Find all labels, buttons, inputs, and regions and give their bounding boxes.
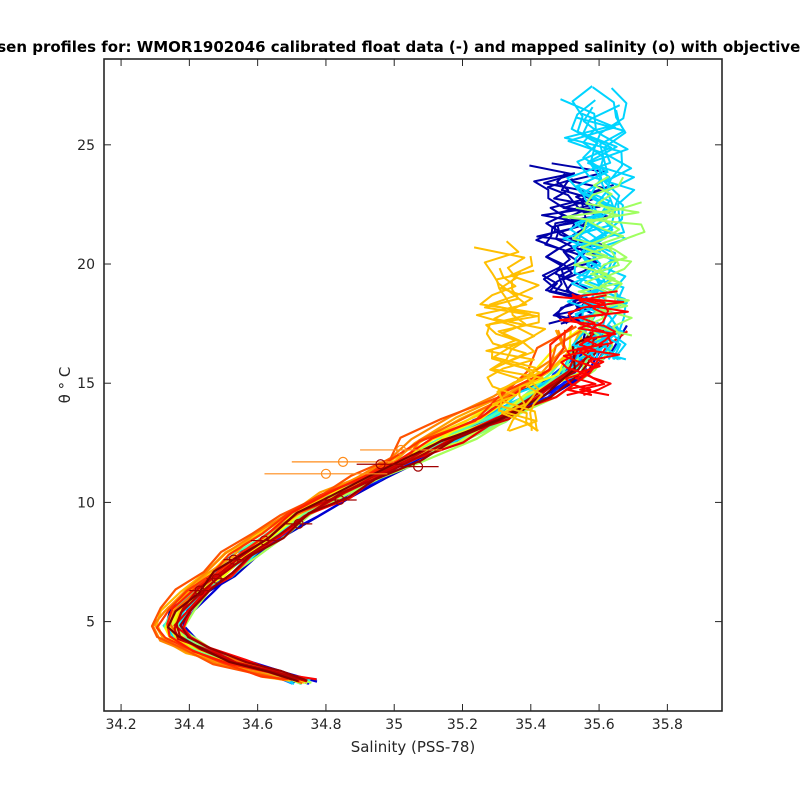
mapped-salinity-marker (293, 518, 304, 529)
y-tick-label: 20 (77, 257, 95, 273)
float-profile (485, 269, 539, 432)
y-axis: 5 10 15 20 25 (77, 138, 722, 631)
mapped-salinity-marker (375, 459, 386, 470)
float-profile (560, 98, 622, 361)
float-profile (572, 176, 640, 337)
x-tick-label: 34.8 (310, 717, 341, 733)
float-profile (179, 330, 618, 682)
mapped-salinity-marker (211, 573, 222, 584)
y-axis-label: θ ° C (56, 367, 74, 404)
mapped-salinity-marker (413, 461, 424, 472)
float-profile (485, 255, 542, 432)
float-profile (559, 290, 621, 397)
mapped-salinity-marker (259, 535, 270, 546)
float-profile (562, 293, 610, 397)
mapped-salinity-marker (334, 494, 345, 506)
float-profile (150, 325, 577, 682)
float-profile (575, 206, 628, 337)
plot-area (150, 85, 646, 686)
chart-title: OW chosen profiles for: WMOR1902046 cali… (0, 38, 800, 56)
x-tick-label: 35.4 (515, 717, 546, 733)
x-tick-label: 34.2 (105, 717, 136, 733)
float-profile (475, 240, 540, 432)
x-tick-label: 34.4 (174, 717, 205, 733)
float-profile (545, 183, 615, 325)
x-tick-label: 35.6 (583, 717, 614, 733)
float-profile (155, 329, 567, 681)
x-tick-label: 34.6 (242, 717, 273, 733)
x-axis-label: Salinity (PSS-78) (351, 738, 476, 756)
x-axis: 34.2 34.4 34.6 34.8 35 35.2 35.4 35.6 35.8 (105, 59, 683, 733)
x-tick-label: 35.8 (652, 717, 683, 733)
y-tick-label: 10 (77, 495, 95, 511)
x-tick-label: 35 (385, 717, 403, 733)
x-tick-label: 35.2 (447, 717, 478, 733)
y-tick-label: 15 (77, 376, 95, 392)
y-tick-label: 5 (86, 615, 95, 631)
y-tick-label: 25 (77, 138, 95, 154)
mapped-salinity-marker (395, 444, 407, 456)
axes-box (103, 58, 723, 712)
mapped-salinity-marker (320, 468, 332, 479)
float-profile (562, 201, 646, 337)
mapped-salinity-marker (194, 585, 205, 596)
mapped-salinity-marker (337, 456, 349, 467)
mapped-salinity-marker (228, 554, 239, 565)
float-profile (151, 329, 568, 682)
float-profile (566, 86, 627, 360)
